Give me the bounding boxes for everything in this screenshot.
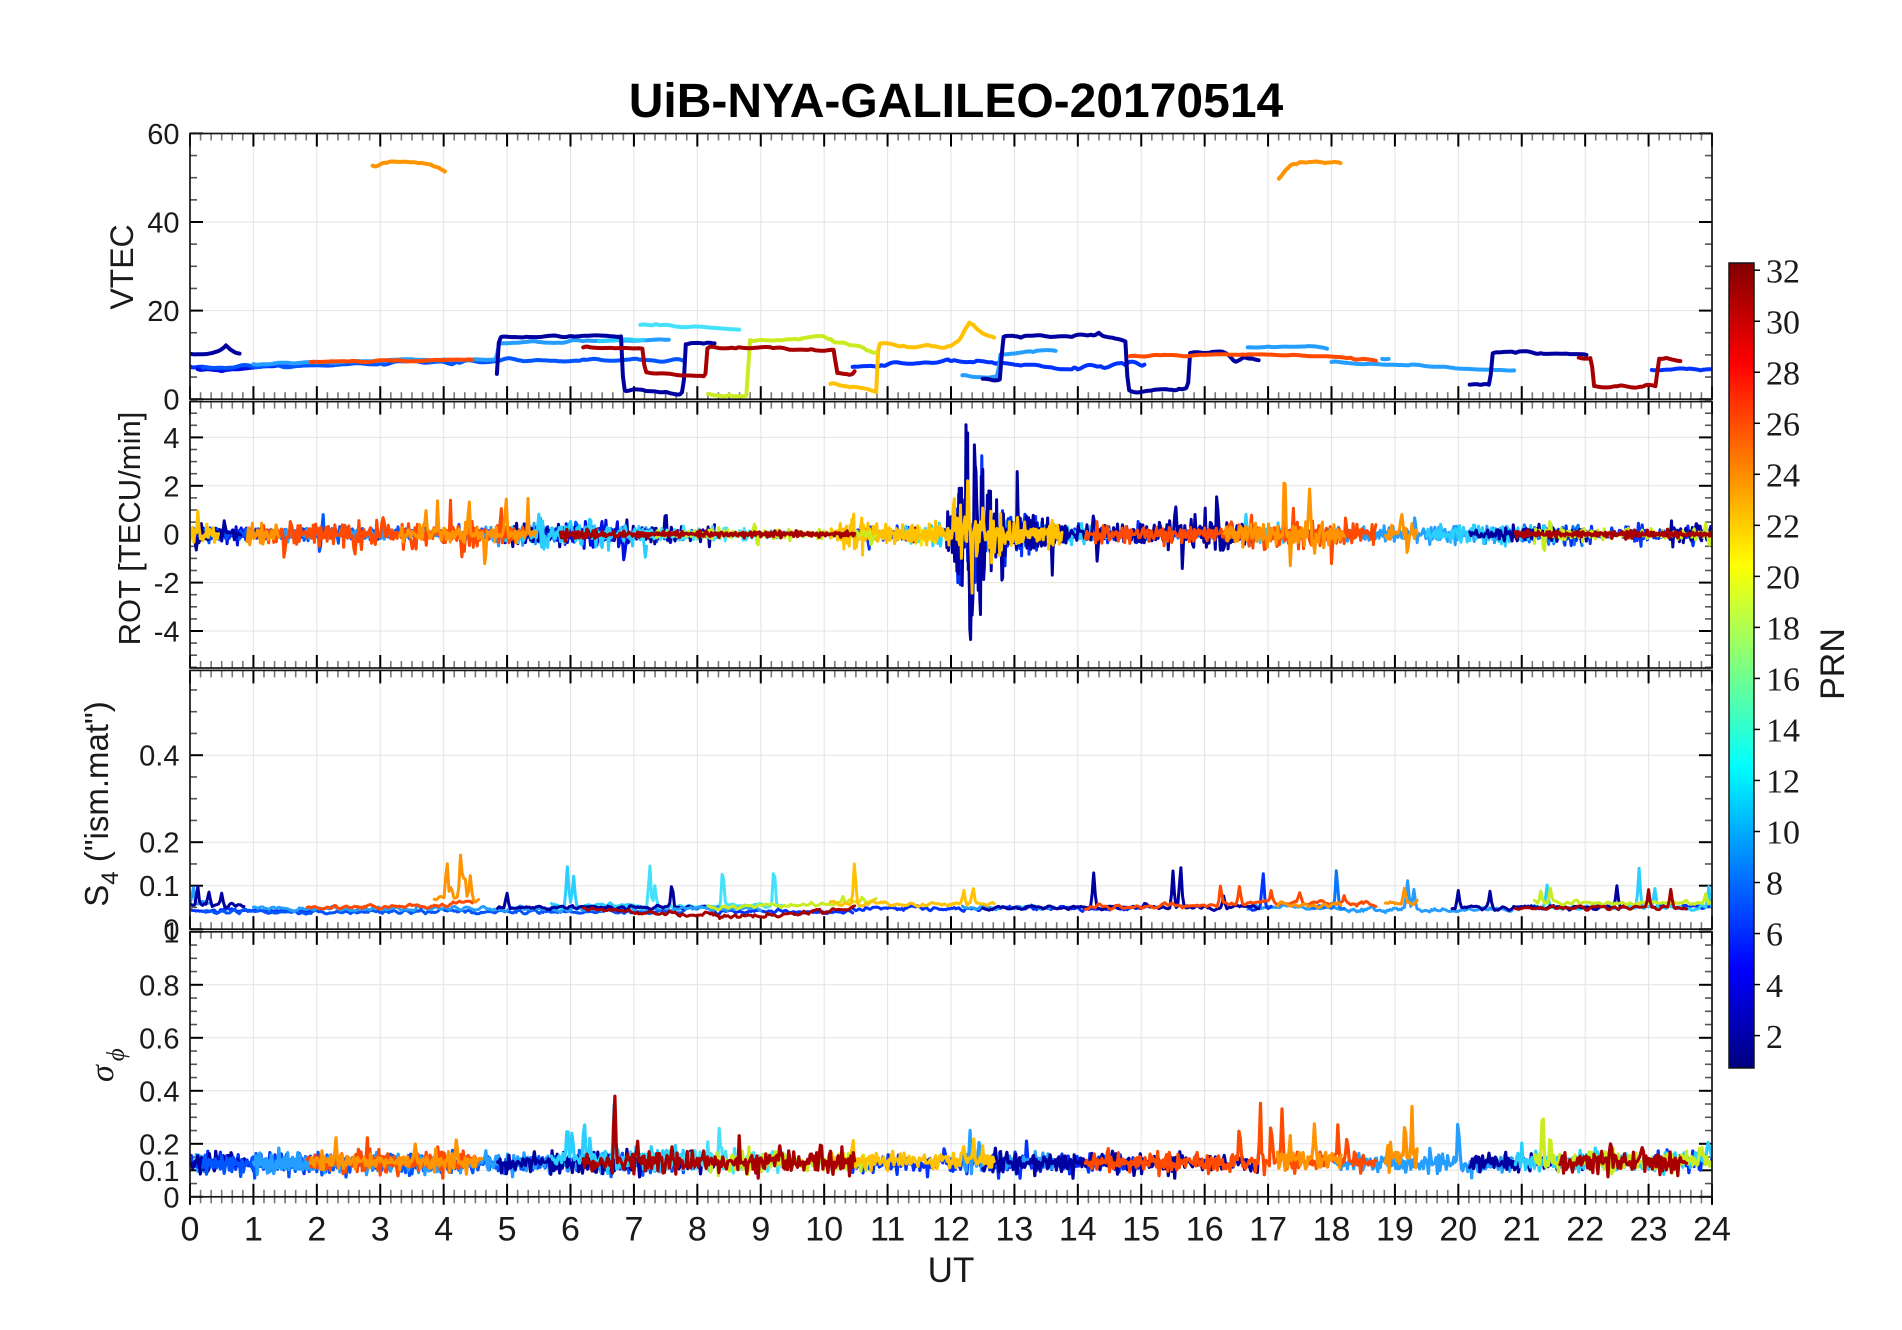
svg-text:7: 7 <box>624 1211 643 1249</box>
svg-text:16: 16 <box>1186 1211 1224 1249</box>
svg-text:4: 4 <box>163 423 179 455</box>
svg-text:22: 22 <box>1566 1211 1604 1249</box>
svg-text:18: 18 <box>1766 611 1800 648</box>
svg-text:8: 8 <box>688 1211 707 1249</box>
svg-text:20: 20 <box>1439 1211 1477 1249</box>
svg-text:3: 3 <box>371 1211 390 1249</box>
svg-text:VTEC: VTEC <box>104 224 140 309</box>
svg-text:0: 0 <box>163 915 179 947</box>
svg-text:13: 13 <box>995 1211 1033 1249</box>
svg-text:40: 40 <box>147 208 179 240</box>
svg-text:0.2: 0.2 <box>139 828 179 860</box>
svg-text:12: 12 <box>932 1211 970 1249</box>
svg-text:0.8: 0.8 <box>139 970 179 1002</box>
svg-text:12: 12 <box>1766 764 1800 801</box>
svg-text:4: 4 <box>434 1211 453 1249</box>
svg-text:2: 2 <box>163 471 179 503</box>
svg-text:24: 24 <box>1693 1211 1731 1249</box>
svg-text:UiB-NYA-GALILEO-20170514: UiB-NYA-GALILEO-20170514 <box>629 75 1284 128</box>
svg-text:UT: UT <box>928 1251 975 1290</box>
svg-text:8: 8 <box>1766 866 1783 903</box>
svg-text:28: 28 <box>1766 356 1800 393</box>
svg-text:4: 4 <box>1766 968 1783 1005</box>
svg-text:0.1: 0.1 <box>139 871 179 903</box>
svg-text:9: 9 <box>751 1211 770 1249</box>
svg-text:0.2: 0.2 <box>139 1129 179 1161</box>
svg-text:6: 6 <box>561 1211 580 1249</box>
svg-text:10: 10 <box>1766 815 1800 852</box>
svg-text:-4: -4 <box>154 617 180 649</box>
svg-text:0: 0 <box>163 520 179 552</box>
svg-text:0: 0 <box>163 1182 179 1214</box>
svg-text:11: 11 <box>870 1211 905 1249</box>
svg-text:15: 15 <box>1122 1211 1160 1249</box>
svg-text:14: 14 <box>1059 1211 1097 1249</box>
svg-text:60: 60 <box>147 119 179 151</box>
svg-text:2: 2 <box>1766 1019 1783 1056</box>
svg-text:30: 30 <box>1766 304 1800 341</box>
svg-text:0.4: 0.4 <box>139 1076 179 1108</box>
svg-text:14: 14 <box>1766 713 1800 750</box>
svg-text:-2: -2 <box>154 568 180 600</box>
svg-text:18: 18 <box>1313 1211 1351 1249</box>
svg-text:10: 10 <box>805 1211 843 1249</box>
svg-text:ROT [TECU/min]: ROT [TECU/min] <box>112 412 147 646</box>
svg-text:0: 0 <box>181 1211 200 1249</box>
svg-text:20: 20 <box>1766 560 1800 597</box>
svg-text:1: 1 <box>244 1211 263 1249</box>
svg-text:19: 19 <box>1376 1211 1414 1249</box>
svg-text:0: 0 <box>163 385 179 417</box>
svg-text:1: 1 <box>163 917 179 949</box>
svg-text:0.1: 0.1 <box>139 1156 179 1188</box>
svg-text:16: 16 <box>1766 662 1800 699</box>
svg-text:26: 26 <box>1766 407 1800 444</box>
svg-text:6: 6 <box>1766 917 1783 954</box>
svg-text:PRN: PRN <box>1814 628 1852 700</box>
svg-text:2: 2 <box>307 1211 326 1249</box>
svg-text:17: 17 <box>1249 1211 1287 1249</box>
svg-text:32: 32 <box>1766 253 1800 290</box>
svg-text:23: 23 <box>1630 1211 1668 1249</box>
svg-text:0.4: 0.4 <box>139 741 179 773</box>
svg-text:22: 22 <box>1766 509 1800 546</box>
svg-text:24: 24 <box>1766 458 1800 495</box>
svg-text:20: 20 <box>147 296 179 328</box>
svg-text:5: 5 <box>498 1211 517 1249</box>
svg-text:0.6: 0.6 <box>139 1023 179 1055</box>
svg-text:21: 21 <box>1503 1211 1541 1249</box>
